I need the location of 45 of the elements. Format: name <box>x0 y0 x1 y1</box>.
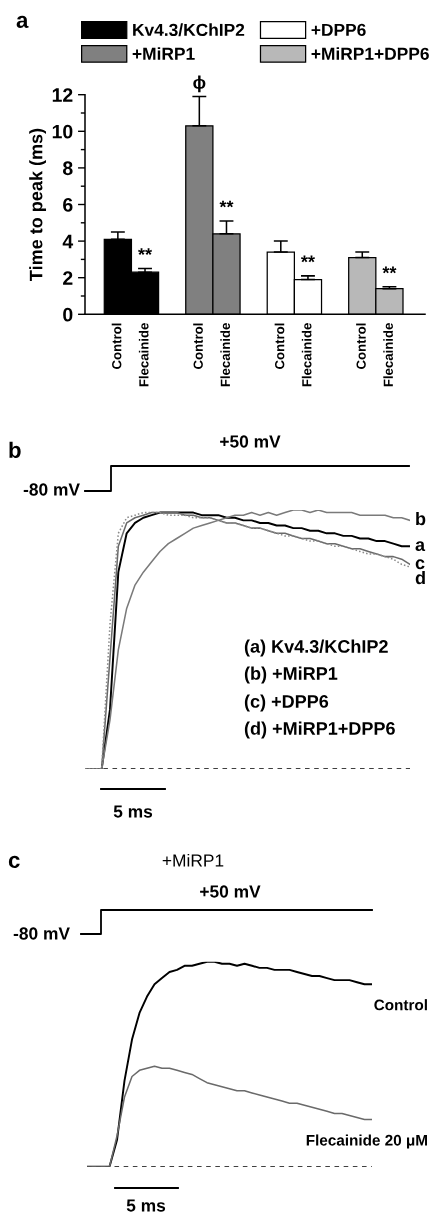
series-label: a <box>415 541 426 552</box>
text: -80 mV <box>23 483 80 496</box>
annotation: (a) Kv4.3/KChIP2 <box>244 639 388 657</box>
chart-subtitle: +MiRP1 <box>162 853 224 867</box>
annotation: (c) +DPP6 <box>244 694 329 712</box>
data-label: ** <box>300 255 315 263</box>
series-label: Flecainide 20 μM <box>306 1134 427 1149</box>
annotation: (b) +MiRP1 <box>244 666 338 684</box>
x-tick-label: Flecainide <box>383 323 393 387</box>
text: -80 mV <box>13 927 70 940</box>
text: 5 ms <box>113 805 153 818</box>
series-label: d <box>415 570 425 585</box>
y-tick-label: 12 <box>52 88 73 102</box>
legend-label: +MiRP1 <box>132 47 195 60</box>
series-label: Control <box>374 999 427 1011</box>
chart-title: a <box>16 15 29 28</box>
legend-label: Kv4.3/KChIP2 <box>133 23 245 37</box>
y-tick-label: 10 <box>52 124 73 139</box>
legend-label: +DPP6 <box>311 23 366 37</box>
y-tick-label: 6 <box>63 197 73 212</box>
y-tick-label: 4 <box>62 234 74 249</box>
data-label: ϕ <box>193 75 206 93</box>
series-label: b <box>416 511 426 526</box>
data-label: ** <box>382 266 397 274</box>
y-axis-title: Time to peak (ms) <box>29 128 47 281</box>
chart-title: c <box>8 855 20 868</box>
data-label: ** <box>219 200 234 208</box>
x-tick-label: Flecainide <box>301 323 312 387</box>
text: 5 ms <box>126 1199 166 1212</box>
text: +50 mV <box>220 435 281 448</box>
x-tick-label: Control <box>193 323 203 369</box>
annotation: (d) +MiRP1+DPP6 <box>244 721 395 739</box>
series-label: c <box>415 559 425 570</box>
data-label: ** <box>138 248 153 255</box>
x-tick-label: Control <box>111 323 122 369</box>
x-tick-label: Flecainide <box>138 323 149 387</box>
legend-label: +MiRP1+DPP6 <box>311 47 429 60</box>
x-tick-label: Flecainide <box>220 323 231 387</box>
x-tick-label: Control <box>274 323 285 369</box>
x-tick-label: Control <box>356 323 366 369</box>
chart-title: b <box>9 441 21 458</box>
text: +50 mV <box>200 885 261 898</box>
y-tick-label: 2 <box>63 271 73 285</box>
y-tick-label: 0 <box>63 307 73 322</box>
y-tick-label: 8 <box>63 161 73 176</box>
